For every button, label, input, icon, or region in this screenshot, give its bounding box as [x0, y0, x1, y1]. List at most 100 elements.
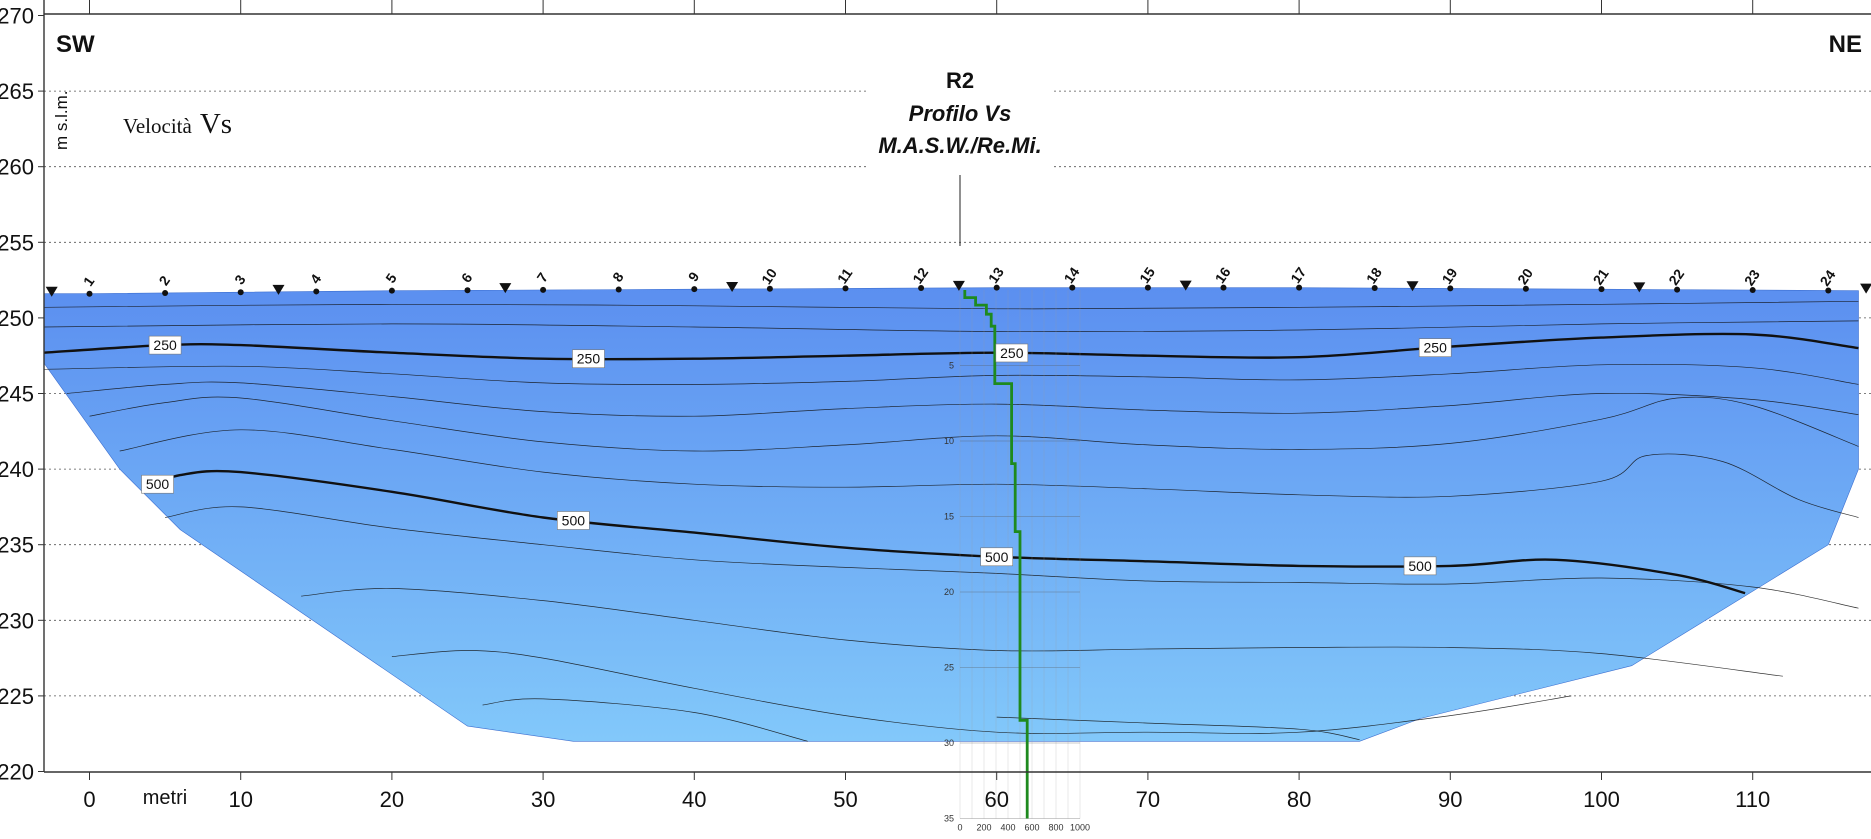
x-tick-label: 30 — [531, 787, 555, 812]
minor-contour-line — [996, 716, 1360, 741]
contour-label-250: 250 — [148, 335, 182, 355]
contour-label-box — [995, 343, 1029, 363]
geophone-label: 9 — [685, 269, 703, 285]
x-tick-label: 20 — [380, 787, 404, 812]
y-tick-label: 235 — [0, 533, 34, 558]
geophone-dot — [1447, 285, 1454, 292]
contour-label-box — [141, 474, 174, 494]
contour-label-250: 250 — [572, 349, 605, 369]
y-tick-label: 250 — [0, 306, 34, 331]
inset-vs-tick: 1000 — [1070, 823, 1090, 833]
shot-point-marker — [952, 280, 965, 291]
x-tick-label: 10 — [228, 787, 252, 812]
x-tick-label: 70 — [1136, 787, 1160, 812]
geophone-label: 10 — [758, 265, 780, 287]
y-tick-label: 270 — [0, 4, 34, 29]
geophone-dot — [1220, 284, 1227, 291]
geophone-label: 4 — [307, 271, 325, 287]
minor-contour-line — [482, 698, 808, 742]
geophone-label: 1 — [80, 273, 98, 289]
y-tick-label: 220 — [0, 760, 34, 785]
geophone-label: 5 — [382, 270, 400, 286]
legend-title: Velocità Vs — [123, 108, 232, 140]
geophone-dot — [691, 286, 698, 293]
minor-contour-line — [119, 429, 1859, 518]
x-tick-label: 100 — [1583, 787, 1620, 812]
shot-point-marker — [45, 286, 58, 297]
title-line-2: Profilo Vs — [909, 101, 1012, 126]
minor-contour-line — [44, 364, 1859, 385]
contour-label-text: 500 — [562, 513, 586, 529]
geophone-dot — [162, 289, 169, 296]
geophone-dot — [1674, 286, 1681, 293]
contour-label-500: 500 — [557, 511, 590, 530]
geophone-label: 12 — [909, 264, 931, 286]
y-tick-label: 265 — [0, 79, 34, 104]
geophone-label: 11 — [834, 265, 856, 286]
section-fill — [44, 287, 1859, 742]
section-outline — [44, 287, 1859, 742]
geophone-label: 6 — [458, 270, 476, 286]
x-tick-label: 60 — [984, 787, 1008, 812]
contour-label-box — [557, 511, 590, 530]
inset-vs-tick: 200 — [976, 823, 991, 833]
contour-label-text: 500 — [146, 476, 170, 492]
side-label-ne: NE — [1829, 31, 1862, 58]
geophone-dot — [1371, 285, 1378, 292]
contour-label-500: 500 — [141, 474, 174, 494]
contour-label-250: 250 — [995, 343, 1029, 363]
contour-label-500: 500 — [980, 547, 1014, 567]
geophone-label: 17 — [1287, 264, 1309, 286]
geophone-dot — [1825, 287, 1832, 294]
contour-line-250 — [44, 332, 1859, 361]
geophone-label: 15 — [1136, 264, 1158, 286]
vs-profile-line — [963, 290, 1029, 819]
geophone-label: 19 — [1438, 265, 1460, 287]
minor-contour-line — [391, 650, 1572, 734]
shot-point-marker — [1633, 282, 1646, 293]
geophone-dot — [918, 285, 925, 292]
contour-label-text: 500 — [985, 549, 1009, 565]
geophone-label: 18 — [1363, 264, 1385, 286]
x-tick-label: 40 — [682, 787, 706, 812]
minor-contour-line — [66, 381, 1859, 417]
geophone-label: 3 — [231, 272, 249, 288]
geophone-dot — [1749, 287, 1756, 294]
minor-contour-line — [44, 300, 1859, 310]
inset-vs-tick: 400 — [1000, 823, 1015, 833]
geophone-label: 7 — [533, 269, 551, 285]
grid-lines — [44, 70, 1871, 697]
geophone-dot — [766, 285, 773, 292]
inset-depth-tick: 30 — [944, 738, 954, 748]
geophone-label: 16 — [1212, 264, 1234, 286]
geophone-label: 21 — [1590, 265, 1612, 287]
contour-label-text: 250 — [153, 337, 177, 353]
minor-contour-line — [44, 320, 1859, 333]
shot-point-marker — [726, 281, 739, 292]
geophone-label: 2 — [155, 272, 173, 288]
contour-label-text: 250 — [1000, 345, 1024, 361]
inset-vs-tick: 0 — [957, 823, 962, 833]
vs-depth-inset: 5 10 15 20 25 30 350 200 400 600 800 1000 — [944, 175, 1090, 833]
geophone-label: 22 — [1665, 266, 1687, 288]
contour-label-text: 250 — [577, 351, 601, 367]
y-tick-label: 260 — [0, 155, 34, 180]
geophone-dot — [993, 284, 1000, 291]
title-mask — [868, 70, 1054, 180]
contour-label-box — [148, 335, 182, 355]
contour-label-box — [1403, 556, 1437, 576]
contour-line-500 — [149, 469, 1746, 595]
inset-depth-tick: 35 — [944, 814, 954, 824]
contour-label-box — [572, 349, 605, 369]
geophone-label: 8 — [609, 269, 627, 285]
x-tick-label: 0 — [83, 787, 95, 812]
x-tick-label: 50 — [833, 787, 857, 812]
contour-label-box — [980, 547, 1014, 567]
contour-lines — [44, 300, 1859, 742]
inset-depth-tick: 5 — [949, 361, 954, 371]
x-axis-title: metri — [143, 787, 187, 809]
x-tick-label: 110 — [1735, 787, 1770, 812]
geophone-dot — [540, 286, 547, 293]
title-line-1: R2 — [946, 68, 974, 93]
